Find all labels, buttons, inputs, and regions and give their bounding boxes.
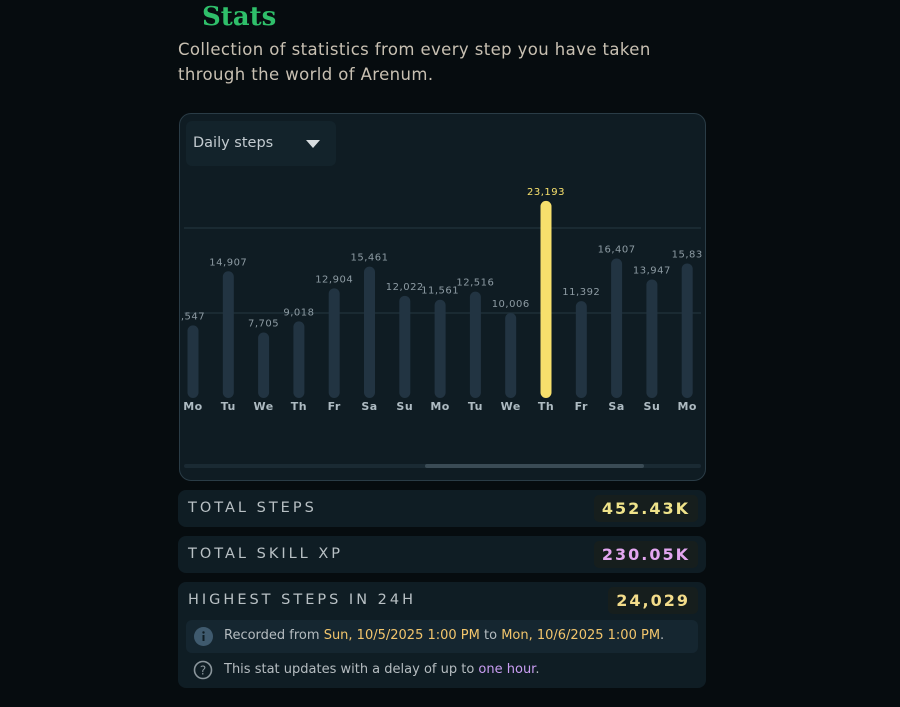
bar — [434, 299, 446, 398]
text-part: Sun, 10/5/2025 1:00 PM — [323, 628, 480, 643]
svg-text:?: ? — [200, 664, 206, 678]
description: Collection of statistics from every step… — [178, 40, 651, 59]
title: Stats — [202, 2, 277, 32]
bar — [328, 288, 340, 398]
value-label: 12,022 — [386, 282, 424, 293]
value-label: 14,907 — [209, 257, 247, 268]
x-tick-label: Tu — [468, 400, 483, 413]
bar — [293, 321, 305, 398]
value-label: 7,705 — [248, 319, 279, 330]
text-part: Recorded from — [224, 628, 324, 643]
bar — [364, 266, 375, 398]
value-label: 12,904 — [315, 274, 353, 285]
x-tick-label: Th — [291, 400, 307, 413]
dropdown[interactable]: Daily steps — [186, 121, 336, 166]
text-part: Mon, 10/6/2025 1:00 PM — [501, 628, 661, 643]
x-tick-label: Th — [538, 400, 554, 413]
x-tick-label: Fr — [328, 400, 341, 413]
x-tick-label: Mo — [677, 400, 697, 413]
x-tick-label: Sa — [361, 400, 377, 413]
value-label: 12,516 — [456, 278, 494, 289]
chart-card: Mo ,547 Tu 14,907 We 7,705 Th 9,018 Fr 12,904 Sa 15… — [179, 113, 706, 481]
bar — [469, 291, 481, 398]
dropdown-label: Daily steps — [193, 135, 274, 151]
bar — [258, 332, 270, 398]
bar — [187, 325, 199, 398]
x-tick-label: Sa — [608, 400, 624, 413]
scroll-thumb[interactable] — [425, 464, 644, 468]
value-label: 16,407 — [598, 245, 636, 256]
value-label: 13,947 — [633, 265, 671, 276]
help-icon[interactable]: ? — [193, 660, 213, 680]
value-label: 23,193 — [527, 187, 565, 198]
value-label: ,547 — [181, 311, 205, 322]
recorded-text: Recorded from Sun, 10/5/2025 1:00 PM to … — [224, 628, 664, 643]
text-part: . — [535, 662, 540, 677]
bar — [646, 279, 658, 398]
stat-label: TOTAL SKILL XP — [188, 546, 344, 562]
value-label: 11,561 — [421, 286, 459, 297]
stat-value: 230.05K — [593, 541, 698, 568]
x-tick-label: Fr — [575, 400, 588, 413]
dropdown-arrow — [306, 140, 320, 148]
stat-label: HIGHEST STEPS IN 24H — [188, 592, 417, 608]
note-text: This stat updates with a delay of up to … — [224, 662, 539, 677]
stat-row: TOTAL STEPS 452.43K — [178, 490, 706, 527]
stat-row: TOTAL SKILL XP 230.05K — [178, 536, 706, 573]
value-label: 15,461 — [351, 253, 389, 264]
value-label: 11,392 — [562, 287, 600, 298]
stat-value: 452.43K — [593, 495, 698, 522]
stat-label: TOTAL STEPS — [188, 500, 317, 516]
x-tick-label: Su — [644, 400, 661, 413]
bar — [575, 301, 587, 398]
value-label: 15,83 — [672, 249, 703, 260]
value-label: 9,018 — [283, 307, 314, 318]
chart: Mo ,547 Tu 14,907 We 7,705 Th 9,018 Fr 12,904 Sa 15… — [181, 187, 703, 468]
value-label: 10,006 — [492, 299, 530, 310]
text-part: . — [660, 628, 665, 643]
x-tick-label: We — [501, 400, 521, 413]
bar — [222, 271, 234, 398]
x-tick-label: Mo — [430, 400, 450, 413]
info-icon — [194, 627, 213, 646]
text-part: to — [479, 628, 502, 643]
x-tick-label: Tu — [221, 400, 236, 413]
text-part: This stat updates with a delay of up to — [224, 662, 479, 677]
bar — [399, 295, 411, 398]
description: through the world of Arenum. — [178, 65, 434, 84]
x-tick-label: Mo — [183, 400, 203, 413]
bar — [611, 258, 623, 398]
recorded-box: Recorded from Sun, 10/5/2025 1:00 PM to … — [186, 620, 698, 653]
bar — [505, 312, 517, 398]
text-part: one hour — [478, 662, 536, 677]
bar — [540, 200, 552, 398]
x-tick-label: We — [253, 400, 273, 413]
bar — [681, 263, 693, 398]
stat-value: 24,029 — [608, 587, 698, 614]
x-tick-label: Su — [396, 400, 413, 413]
